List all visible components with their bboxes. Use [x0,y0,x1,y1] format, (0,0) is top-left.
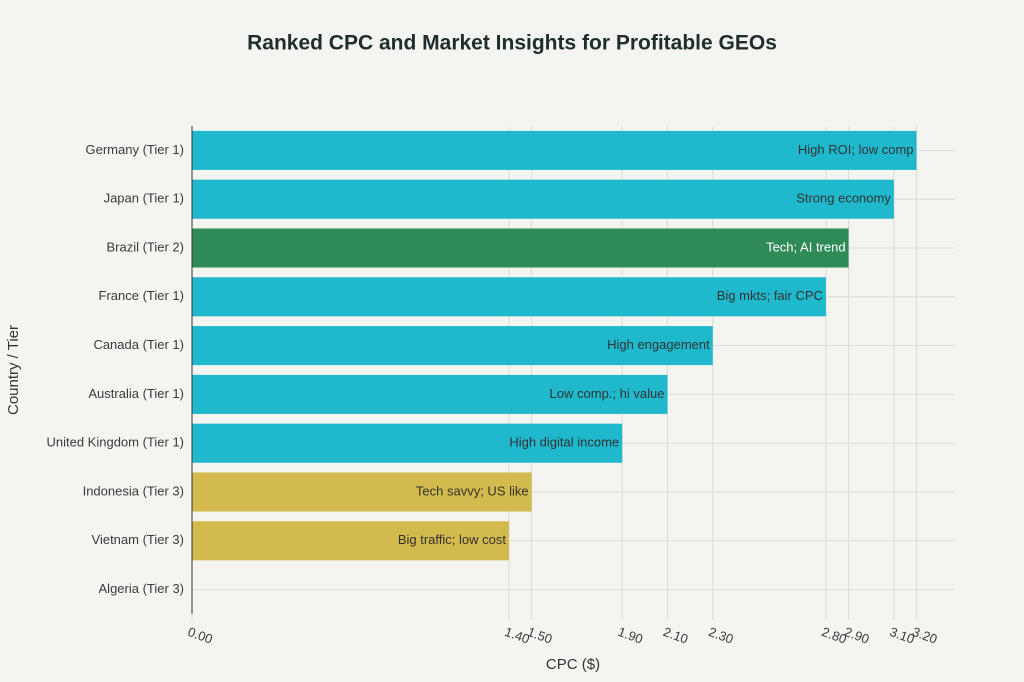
y-tick-label: Canada (Tier 1) [93,337,184,352]
x-tick-label: 3.20 [910,624,939,647]
bar-annotation: High engagement [607,337,710,352]
bar [192,228,849,268]
bar-annotation: Low comp.; hi value [550,386,665,401]
bar-annotation: Big mkts; fair CPC [717,288,823,303]
x-tick-label: 1.90 [616,624,645,647]
bar-annotation: Tech savvy; US like [416,483,529,498]
bar-annotation: Tech; AI trend [766,239,846,254]
x-tick-label: 1.50 [525,624,554,647]
bar-annotation: Strong economy [796,191,891,206]
y-tick-label: Japan (Tier 1) [104,191,184,206]
bar [192,423,623,463]
chart-title: Ranked CPC and Market Insights for Profi… [247,32,777,55]
x-tick-label: 2.10 [661,624,690,647]
y-tick-label: Algeria (Tier 3) [99,581,184,596]
x-tick-label: 2.90 [842,624,871,647]
bar [192,374,668,414]
y-tick-label: Vietnam (Tier 3) [92,532,184,547]
bar [192,277,826,317]
y-tick-label: Germany (Tier 1) [86,142,184,157]
bar [192,179,894,219]
y-tick-label: Indonesia (Tier 3) [83,483,184,498]
y-tick-label: Brazil (Tier 2) [106,239,184,254]
bar-annotation: Big traffic; low cost [398,532,507,547]
bar [192,521,509,561]
x-tick-label: 2.30 [707,624,736,647]
bar [192,472,532,512]
y-axis-title: Country / Tier [5,325,22,415]
x-tick-label: 0.00 [186,624,215,647]
bar [192,326,713,366]
bar-annotation: High ROI; low comp [798,142,914,157]
y-tick-label: United Kingdom (Tier 1) [46,435,184,450]
bar-annotation: High digital income [509,435,619,450]
y-tick-label: Australia (Tier 1) [88,386,184,401]
bar [192,130,917,170]
x-axis-title: CPC ($) [546,656,600,673]
y-tick-label: France (Tier 1) [99,288,184,303]
